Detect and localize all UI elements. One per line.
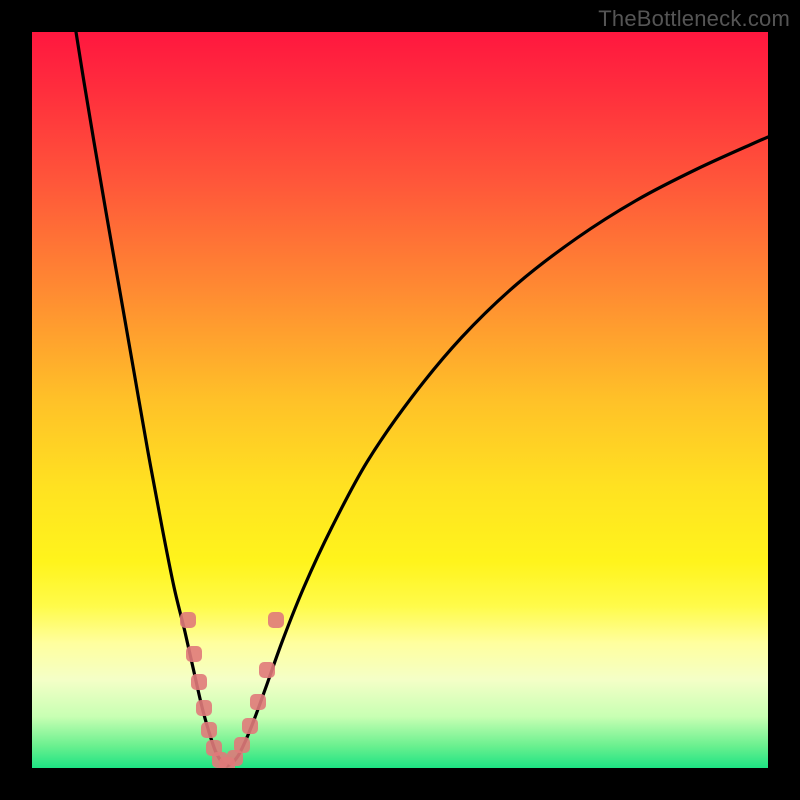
plot-background (32, 32, 768, 768)
plot-area (32, 32, 768, 768)
frame-right (768, 0, 800, 800)
data-marker (196, 700, 212, 716)
data-marker (201, 722, 217, 738)
data-marker (234, 737, 250, 753)
frame-left (0, 0, 32, 800)
data-marker (250, 694, 266, 710)
chart-container: TheBottleneck.com (0, 0, 800, 800)
data-marker (186, 646, 202, 662)
data-marker (242, 718, 258, 734)
data-marker (259, 662, 275, 678)
frame-bottom (0, 768, 800, 800)
plot-svg (32, 32, 768, 768)
data-marker (180, 612, 196, 628)
data-marker (191, 674, 207, 690)
data-marker (268, 612, 284, 628)
watermark-text: TheBottleneck.com (598, 6, 790, 32)
